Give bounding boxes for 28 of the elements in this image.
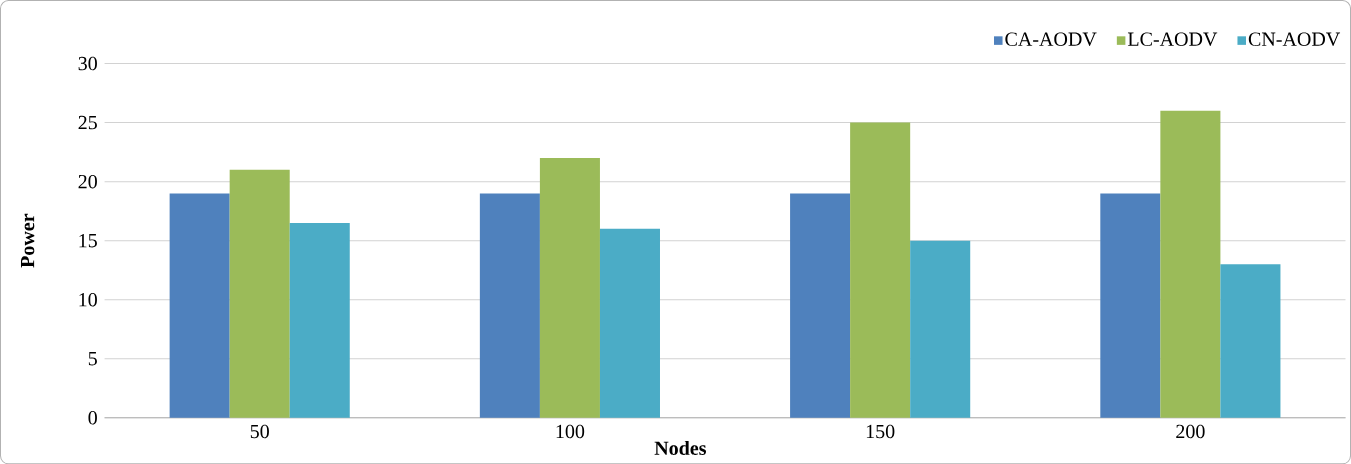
y-axis-title: Power bbox=[21, 213, 35, 268]
bar bbox=[790, 193, 851, 418]
bar bbox=[850, 122, 911, 418]
bar bbox=[1100, 193, 1161, 418]
y-tick-label: 20 bbox=[78, 174, 97, 189]
bar bbox=[1160, 110, 1221, 418]
y-tick-label: 30 bbox=[78, 56, 97, 71]
bar bbox=[229, 169, 290, 418]
x-axis-title: Nodes bbox=[654, 440, 707, 455]
legend-label: LC-AODV bbox=[1127, 32, 1218, 46]
bar bbox=[169, 193, 230, 418]
y-tick-label: 0 bbox=[88, 410, 97, 425]
y-tick-label: 25 bbox=[78, 115, 97, 130]
bar bbox=[599, 228, 660, 418]
bar bbox=[1220, 264, 1281, 418]
bar bbox=[539, 157, 600, 418]
x-tick-label: 50 bbox=[250, 424, 269, 439]
x-tick-label: 200 bbox=[1176, 424, 1205, 439]
y-tick-label: 15 bbox=[79, 233, 97, 248]
bar bbox=[479, 193, 540, 418]
legend-label: CA-AODV bbox=[1005, 32, 1097, 46]
y-tick-label: 5 bbox=[88, 351, 97, 366]
legend-label: CN-AODV bbox=[1248, 32, 1341, 46]
bar bbox=[910, 240, 971, 418]
x-tick-label: 150 bbox=[866, 424, 895, 439]
y-tick-label: 10 bbox=[79, 292, 97, 307]
x-tick-label: 100 bbox=[556, 424, 585, 439]
bar bbox=[289, 222, 350, 418]
